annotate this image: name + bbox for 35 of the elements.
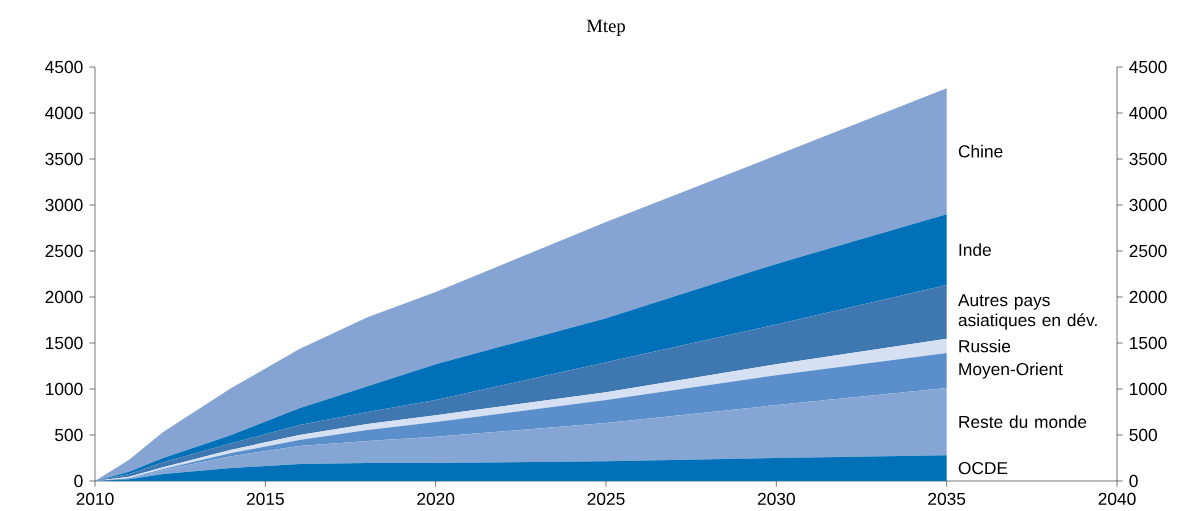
y2-tick-label: 500 xyxy=(1129,428,1157,442)
series-label: Autres pays asiatiques en dév. xyxy=(957,294,1097,330)
y-tick-label: 3500 xyxy=(45,152,83,166)
x-tick-label: 2030 xyxy=(757,492,795,505)
y2-tick-label: 2000 xyxy=(1129,290,1167,304)
x-tick-label: 2025 xyxy=(587,492,625,505)
chart-title: Mtep xyxy=(586,19,625,36)
y-tick-label: 2500 xyxy=(45,244,83,258)
y-tick-label: 1500 xyxy=(46,336,83,350)
y2-tick-label: 1000 xyxy=(1130,382,1167,396)
y2-tick-label: 4500 xyxy=(1129,60,1167,74)
y2-tick-label: 4000 xyxy=(1129,106,1167,120)
series-label: Reste du monde xyxy=(959,415,1087,429)
y-tick-label: 2000 xyxy=(45,290,83,304)
x-tick-label: 2015 xyxy=(246,492,284,505)
series-label: Chine xyxy=(958,144,1003,158)
series-label: Moyen-Orient xyxy=(959,362,1063,379)
y-tick-label: 4500 xyxy=(45,60,83,74)
y2-tick-label: 1500 xyxy=(1130,336,1167,350)
y2-tick-label: 3500 xyxy=(1129,152,1167,166)
y-tick-label: 4000 xyxy=(45,106,83,120)
y-tick-label: 0 xyxy=(74,474,83,488)
y2-tick-label: 0 xyxy=(1129,474,1138,488)
y2-tick-label: 2500 xyxy=(1129,244,1167,258)
series-label: Inde xyxy=(959,243,991,256)
y-tick-label: 500 xyxy=(55,428,83,442)
series-label: Russie xyxy=(959,339,1011,353)
x-tick-label: 2040 xyxy=(1098,492,1136,505)
series-label: OCDE xyxy=(958,461,1008,475)
y-tick-label: 3000 xyxy=(45,198,83,212)
y-tick-label: 1000 xyxy=(46,382,83,396)
x-tick-label: 2010 xyxy=(76,492,114,505)
x-tick-label: 2020 xyxy=(417,492,455,505)
y2-tick-label: 3000 xyxy=(1129,198,1167,212)
x-tick-label: 2035 xyxy=(928,492,966,505)
